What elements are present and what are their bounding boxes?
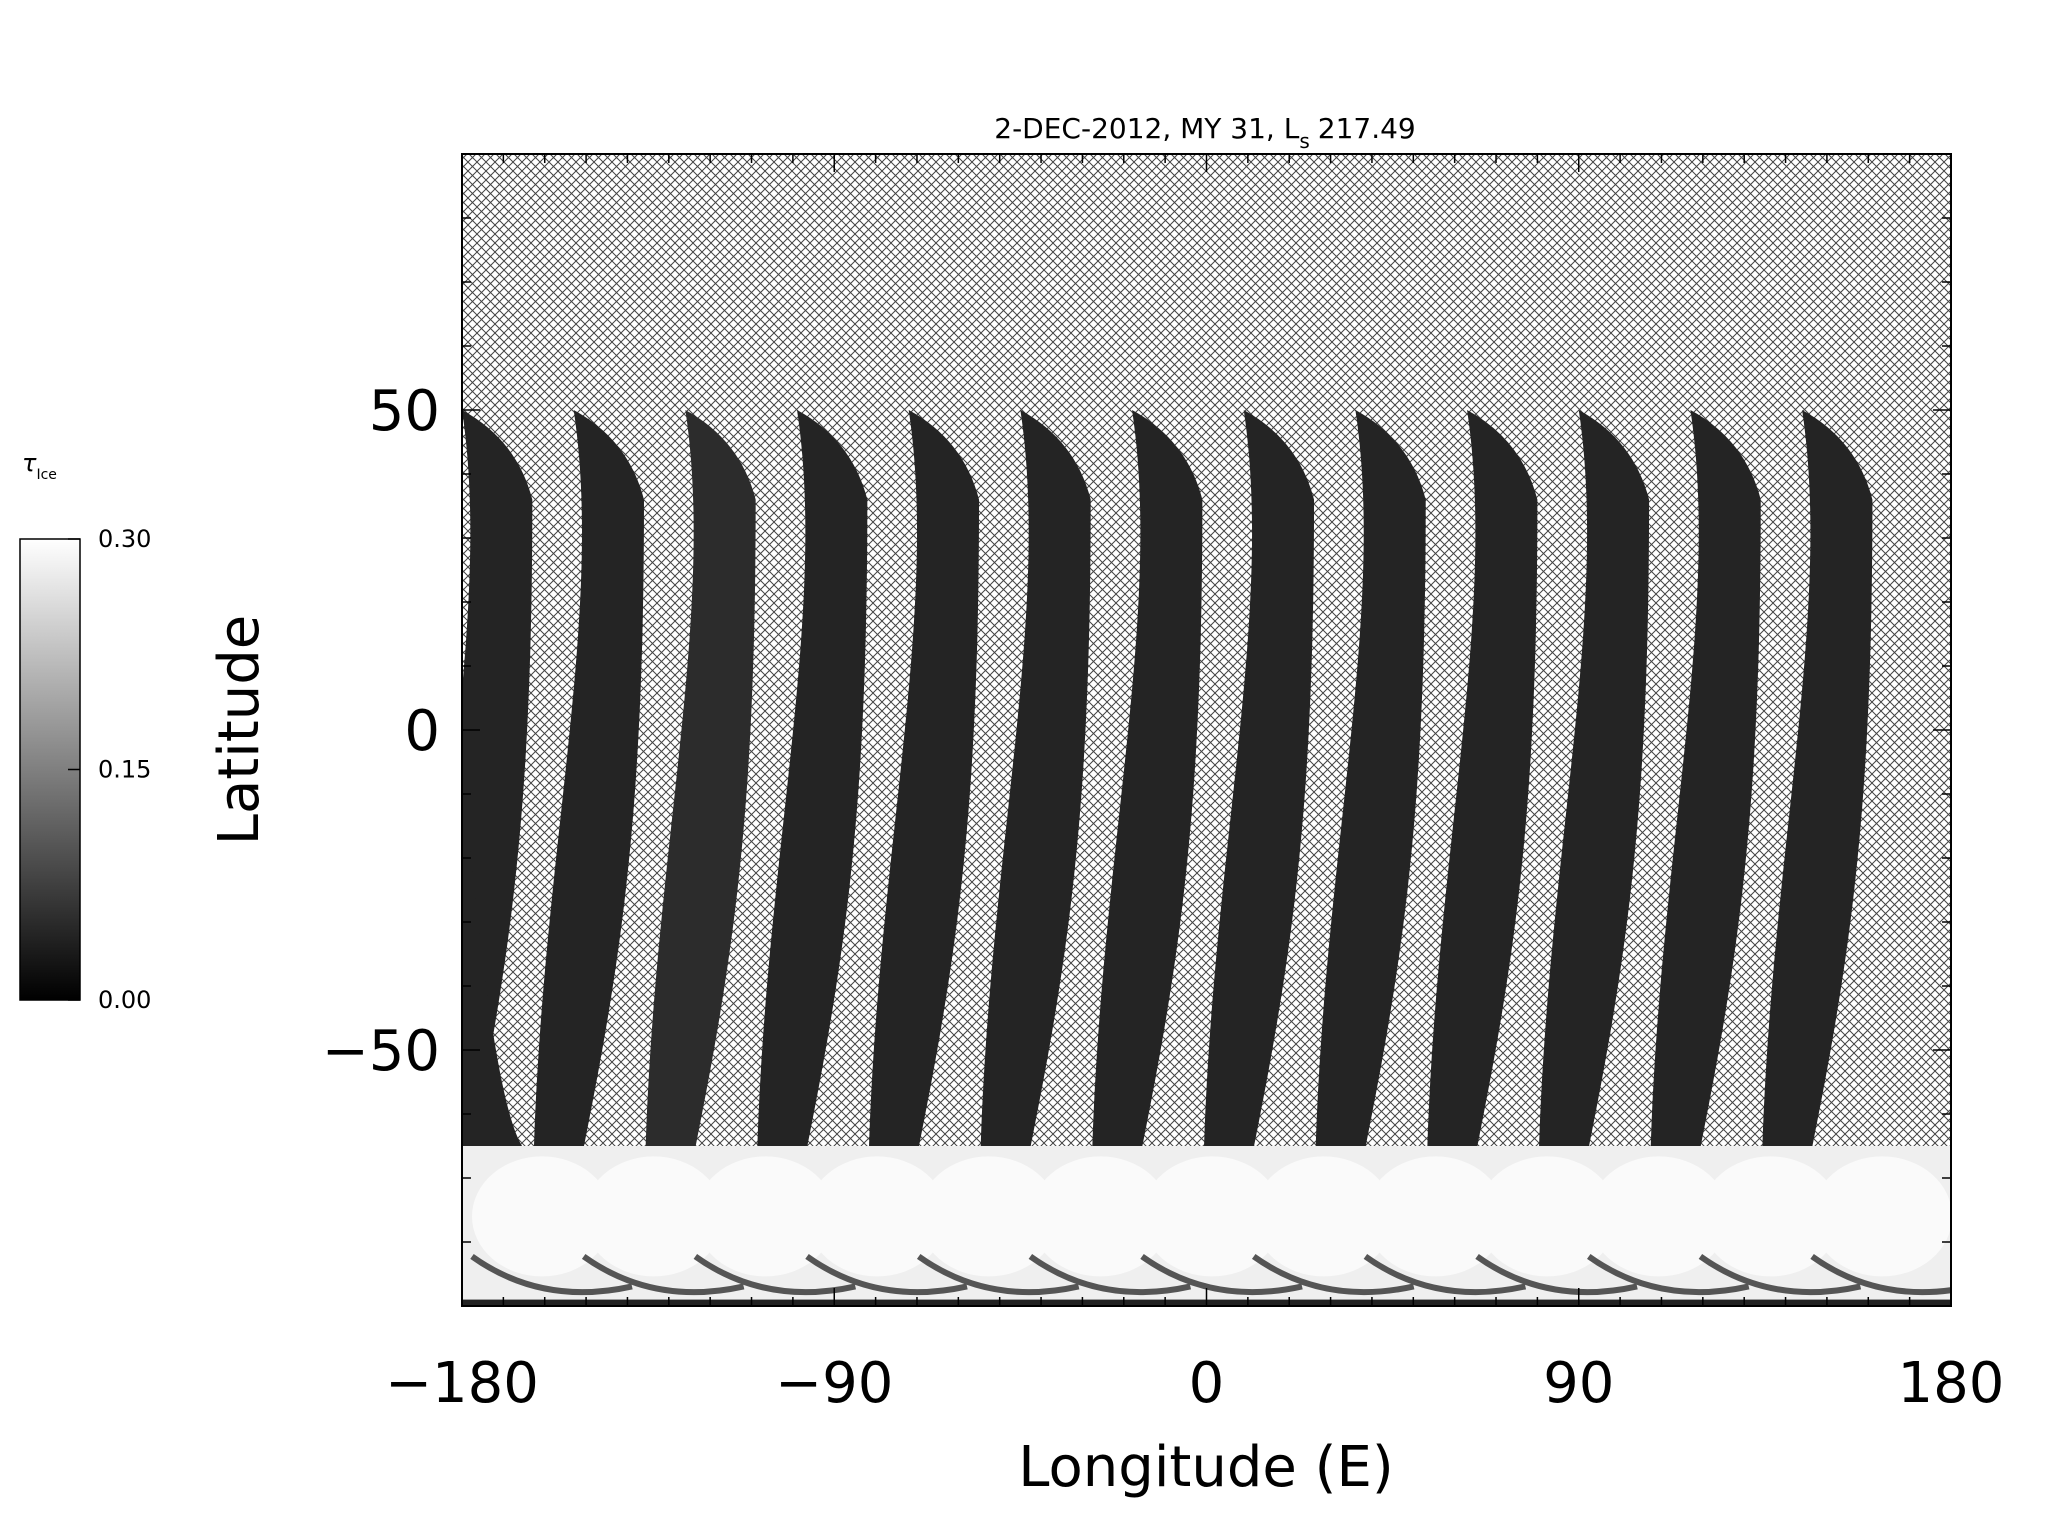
polar-cloud xyxy=(583,1156,724,1277)
polar-cloud xyxy=(1253,1156,1394,1277)
polar-streak xyxy=(916,1253,1080,1296)
swath xyxy=(1650,410,1761,1146)
polar-cloud xyxy=(918,1156,1059,1277)
swath xyxy=(757,410,868,1146)
polar-streak xyxy=(1028,1253,1192,1296)
polar-cloud xyxy=(1477,1156,1618,1277)
swath xyxy=(1092,410,1203,1146)
colorbar-tick-label: 0.30 xyxy=(98,525,151,553)
polar-streak xyxy=(1140,1253,1303,1296)
polar-cloud xyxy=(1588,1156,1729,1277)
swath xyxy=(1427,410,1538,1146)
polar-cloud xyxy=(1365,1156,1506,1277)
chart-title-value: 217.49 xyxy=(1318,112,1416,145)
swath xyxy=(533,410,644,1146)
polar-streak xyxy=(1587,1253,1750,1296)
chart-title-subscript: s xyxy=(1299,129,1309,153)
swath xyxy=(980,410,1091,1146)
swath xyxy=(1315,410,1426,1146)
polar-streak xyxy=(1698,1253,1862,1296)
polar-cloud xyxy=(472,1156,612,1277)
polar-cloud xyxy=(1700,1156,1841,1277)
x-axis-tick-labels: −180 −90 0 90 180 xyxy=(385,1351,2004,1416)
y-axis-label: Latitude xyxy=(207,615,272,845)
x-axis-label: Longitude (E) xyxy=(1018,1435,1393,1500)
y-tick-label: 50 xyxy=(369,379,440,444)
polar-cloud xyxy=(807,1156,948,1277)
chart-title-text: 2-DEC-2012, MY 31, L xyxy=(994,112,1299,145)
x-tick-label: 180 xyxy=(1898,1351,2005,1416)
x-tick-label: 0 xyxy=(1189,1351,1225,1416)
swath xyxy=(869,410,980,1146)
colorbar-label-symbol: τ xyxy=(22,449,37,477)
colorbar-label-subscript: Ice xyxy=(36,467,56,483)
minor-ticks xyxy=(462,154,1951,1306)
polar-streak xyxy=(805,1253,968,1296)
polar-streak xyxy=(581,1253,745,1296)
south-polar-band xyxy=(462,1146,1951,1306)
colorbar-tick-label: 0.15 xyxy=(98,756,151,784)
y-tick-label: 0 xyxy=(404,699,440,764)
polar-streak xyxy=(470,1253,633,1296)
chart-title: 2-DEC-2012, MY 31, Ls 217.49 xyxy=(994,112,1415,153)
swath xyxy=(1204,410,1315,1146)
colorbar-tick-label: 0.00 xyxy=(98,986,151,1014)
plot-area xyxy=(462,154,1951,1306)
colorbar-label: τIce xyxy=(22,449,57,483)
polar-cloud xyxy=(695,1156,836,1277)
polar-streak xyxy=(1251,1253,1415,1296)
x-tick-label: −180 xyxy=(385,1351,539,1416)
polar-streak xyxy=(1363,1253,1527,1296)
swath-layer xyxy=(462,410,1873,1146)
swath xyxy=(645,410,756,1146)
x-tick-label: −90 xyxy=(775,1351,893,1416)
swath xyxy=(1539,410,1650,1146)
x-tick-label: 90 xyxy=(1543,1351,1614,1416)
colorbar-ticks: 0.00 0.15 0.30 xyxy=(68,525,151,1014)
swath xyxy=(1762,410,1873,1146)
polar-cloud xyxy=(1142,1156,1283,1277)
y-axis-tick-labels: −50 0 50 xyxy=(322,379,440,1084)
y-tick-label: −50 xyxy=(322,1019,440,1084)
colorbar: τIce 0.00 0.15 0.30 xyxy=(19,449,151,1014)
polar-cloud xyxy=(1030,1156,1171,1277)
polar-cloud xyxy=(1812,1156,1951,1277)
polar-streak xyxy=(1475,1253,1638,1296)
